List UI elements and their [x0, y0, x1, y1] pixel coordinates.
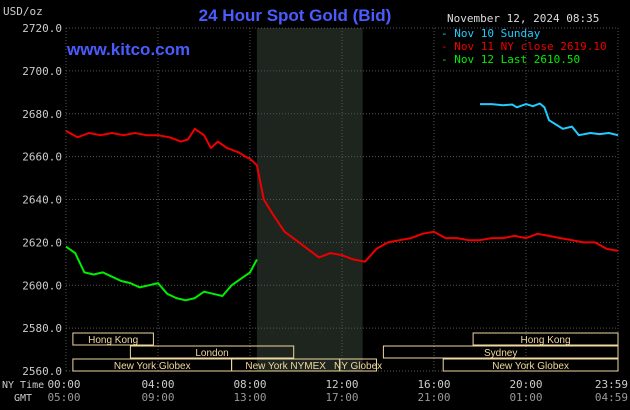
session-box — [72, 332, 154, 346]
x-tick-label-gmt: 04:59 — [595, 391, 628, 404]
session-label: Sydney — [484, 348, 517, 359]
y-tick-label: 2600.0 — [22, 279, 62, 292]
x-tick-label-ny: 12:00 — [325, 378, 358, 391]
x-tick-label-ny: 00:00 — [47, 378, 80, 391]
price-series — [65, 102, 619, 302]
y-axis-ticks: 2720.0 2700.0 2680.0 2660.0 2640.0 2620.0 2600… — [22, 22, 62, 378]
y-tick-label: 2580.0 — [22, 322, 62, 335]
x-tick-label-gmt: 17:00 — [325, 391, 358, 404]
x-tick-label-ny: 04:00 — [141, 378, 174, 391]
x-tick-label-gmt: 13:00 — [233, 391, 266, 404]
legend-item-nov11: - Nov 11 NY close 2619.10 — [441, 40, 607, 53]
y-tick-label: 2560.0 — [22, 365, 62, 378]
session-label: Hong Kong — [88, 335, 138, 346]
legend-item-nov10: - Nov 10 Sunday — [441, 27, 541, 40]
series-line-1 — [65, 127, 619, 263]
market-sessions: Hong Kong Hong Kong London Sydney New York G… — [72, 332, 619, 372]
y-tick-label: 2620.0 — [22, 236, 62, 249]
gmt-axis-label: GMT — [14, 393, 32, 404]
y-tick-label: 2660.0 — [22, 151, 62, 164]
grid-lines — [65, 27, 619, 372]
session-label: New York Globex — [114, 361, 191, 372]
x-tick-label-ny: 23:59 — [595, 378, 628, 391]
session-label: Hong Kong — [521, 335, 571, 346]
ny-time-axis-label: NY Time — [2, 380, 44, 391]
x-tick-label-gmt: 21:00 — [417, 391, 450, 404]
series-line-2 — [65, 245, 258, 302]
session-label: NY Globex — [334, 361, 382, 372]
datetime-label: November 12, 2024 08:35 — [447, 12, 599, 25]
x-tick-label-gmt: 01:00 — [509, 391, 542, 404]
session-label: New York Globex — [492, 361, 569, 372]
x-tick-label-ny: 08:00 — [233, 378, 266, 391]
session-box — [382, 345, 619, 359]
legend-item-nov12: - Nov 12 Last 2610.50 — [441, 53, 580, 66]
chart-title: 24 Hour Spot Gold (Bid) — [199, 6, 392, 25]
session-box — [339, 358, 378, 372]
x-tick-label-gmt: 05:00 — [47, 391, 80, 404]
legend: - Nov 10 Sunday - Nov 11 NY close 2619.1… — [441, 27, 607, 66]
session-box — [442, 358, 619, 372]
session-box — [129, 345, 295, 359]
y-axis-unit: USD/oz — [3, 5, 43, 18]
session-label: London — [195, 348, 228, 359]
session-box — [472, 332, 619, 346]
y-tick-label: 2680.0 — [22, 108, 62, 121]
x-tick-label-ny: 16:00 — [417, 378, 450, 391]
series-line-0 — [480, 102, 619, 137]
session-label: New York NYMEX — [245, 361, 326, 372]
x-tick-label-gmt: 09:00 — [141, 391, 174, 404]
y-tick-label: 2640.0 — [22, 194, 62, 207]
y-tick-label: 2700.0 — [22, 65, 62, 78]
y-tick-label: 2720.0 — [22, 22, 62, 35]
website-label: www.kitco.com — [66, 40, 190, 59]
x-tick-label-ny: 20:00 — [509, 378, 542, 391]
